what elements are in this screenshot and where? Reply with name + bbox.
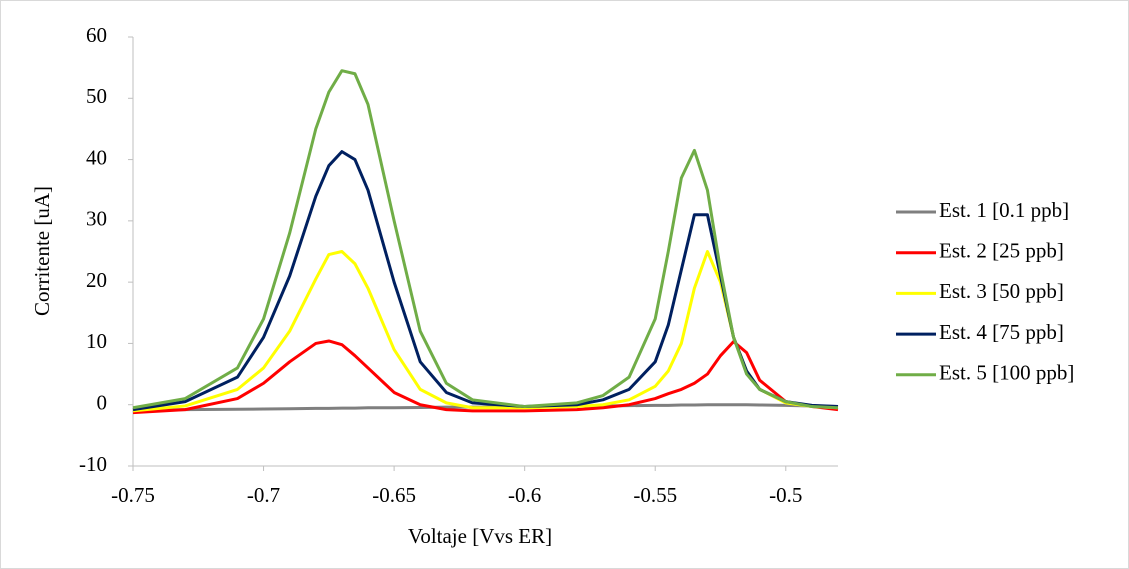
y-tick-label: 0 (97, 391, 108, 415)
x-tick-label: -0.7 (247, 483, 280, 507)
y-tick-label: 40 (86, 145, 107, 169)
legend-label: Est. 5 [100 ppb] (939, 361, 1074, 385)
legend-label: Est. 2 [25 ppb] (939, 239, 1064, 263)
y-tick-label: 10 (86, 329, 107, 353)
x-tick-label: -0.75 (111, 483, 155, 507)
y-tick-label: 20 (86, 268, 107, 292)
x-tick-label: -0.65 (372, 483, 416, 507)
x-tick-label: -0.55 (633, 483, 677, 507)
x-tick-label: -0.6 (508, 483, 541, 507)
legend-label: Est. 1 [0.1 ppb] (939, 198, 1069, 222)
y-tick-label: 50 (86, 84, 107, 108)
y-tick-label: -10 (79, 452, 107, 476)
legend-label: Est. 4 [75 ppb] (939, 320, 1064, 344)
y-tick-label: 30 (86, 207, 107, 231)
legend-label: Est. 3 [50 ppb] (939, 279, 1064, 303)
y-axis-label: Corritente [uA] (30, 186, 54, 316)
series-line (132, 69, 839, 410)
x-axis-label: Voltaje [Vvs ER] (408, 524, 552, 548)
y-tick-label: 60 (86, 23, 107, 47)
x-tick-label: -0.5 (769, 483, 802, 507)
